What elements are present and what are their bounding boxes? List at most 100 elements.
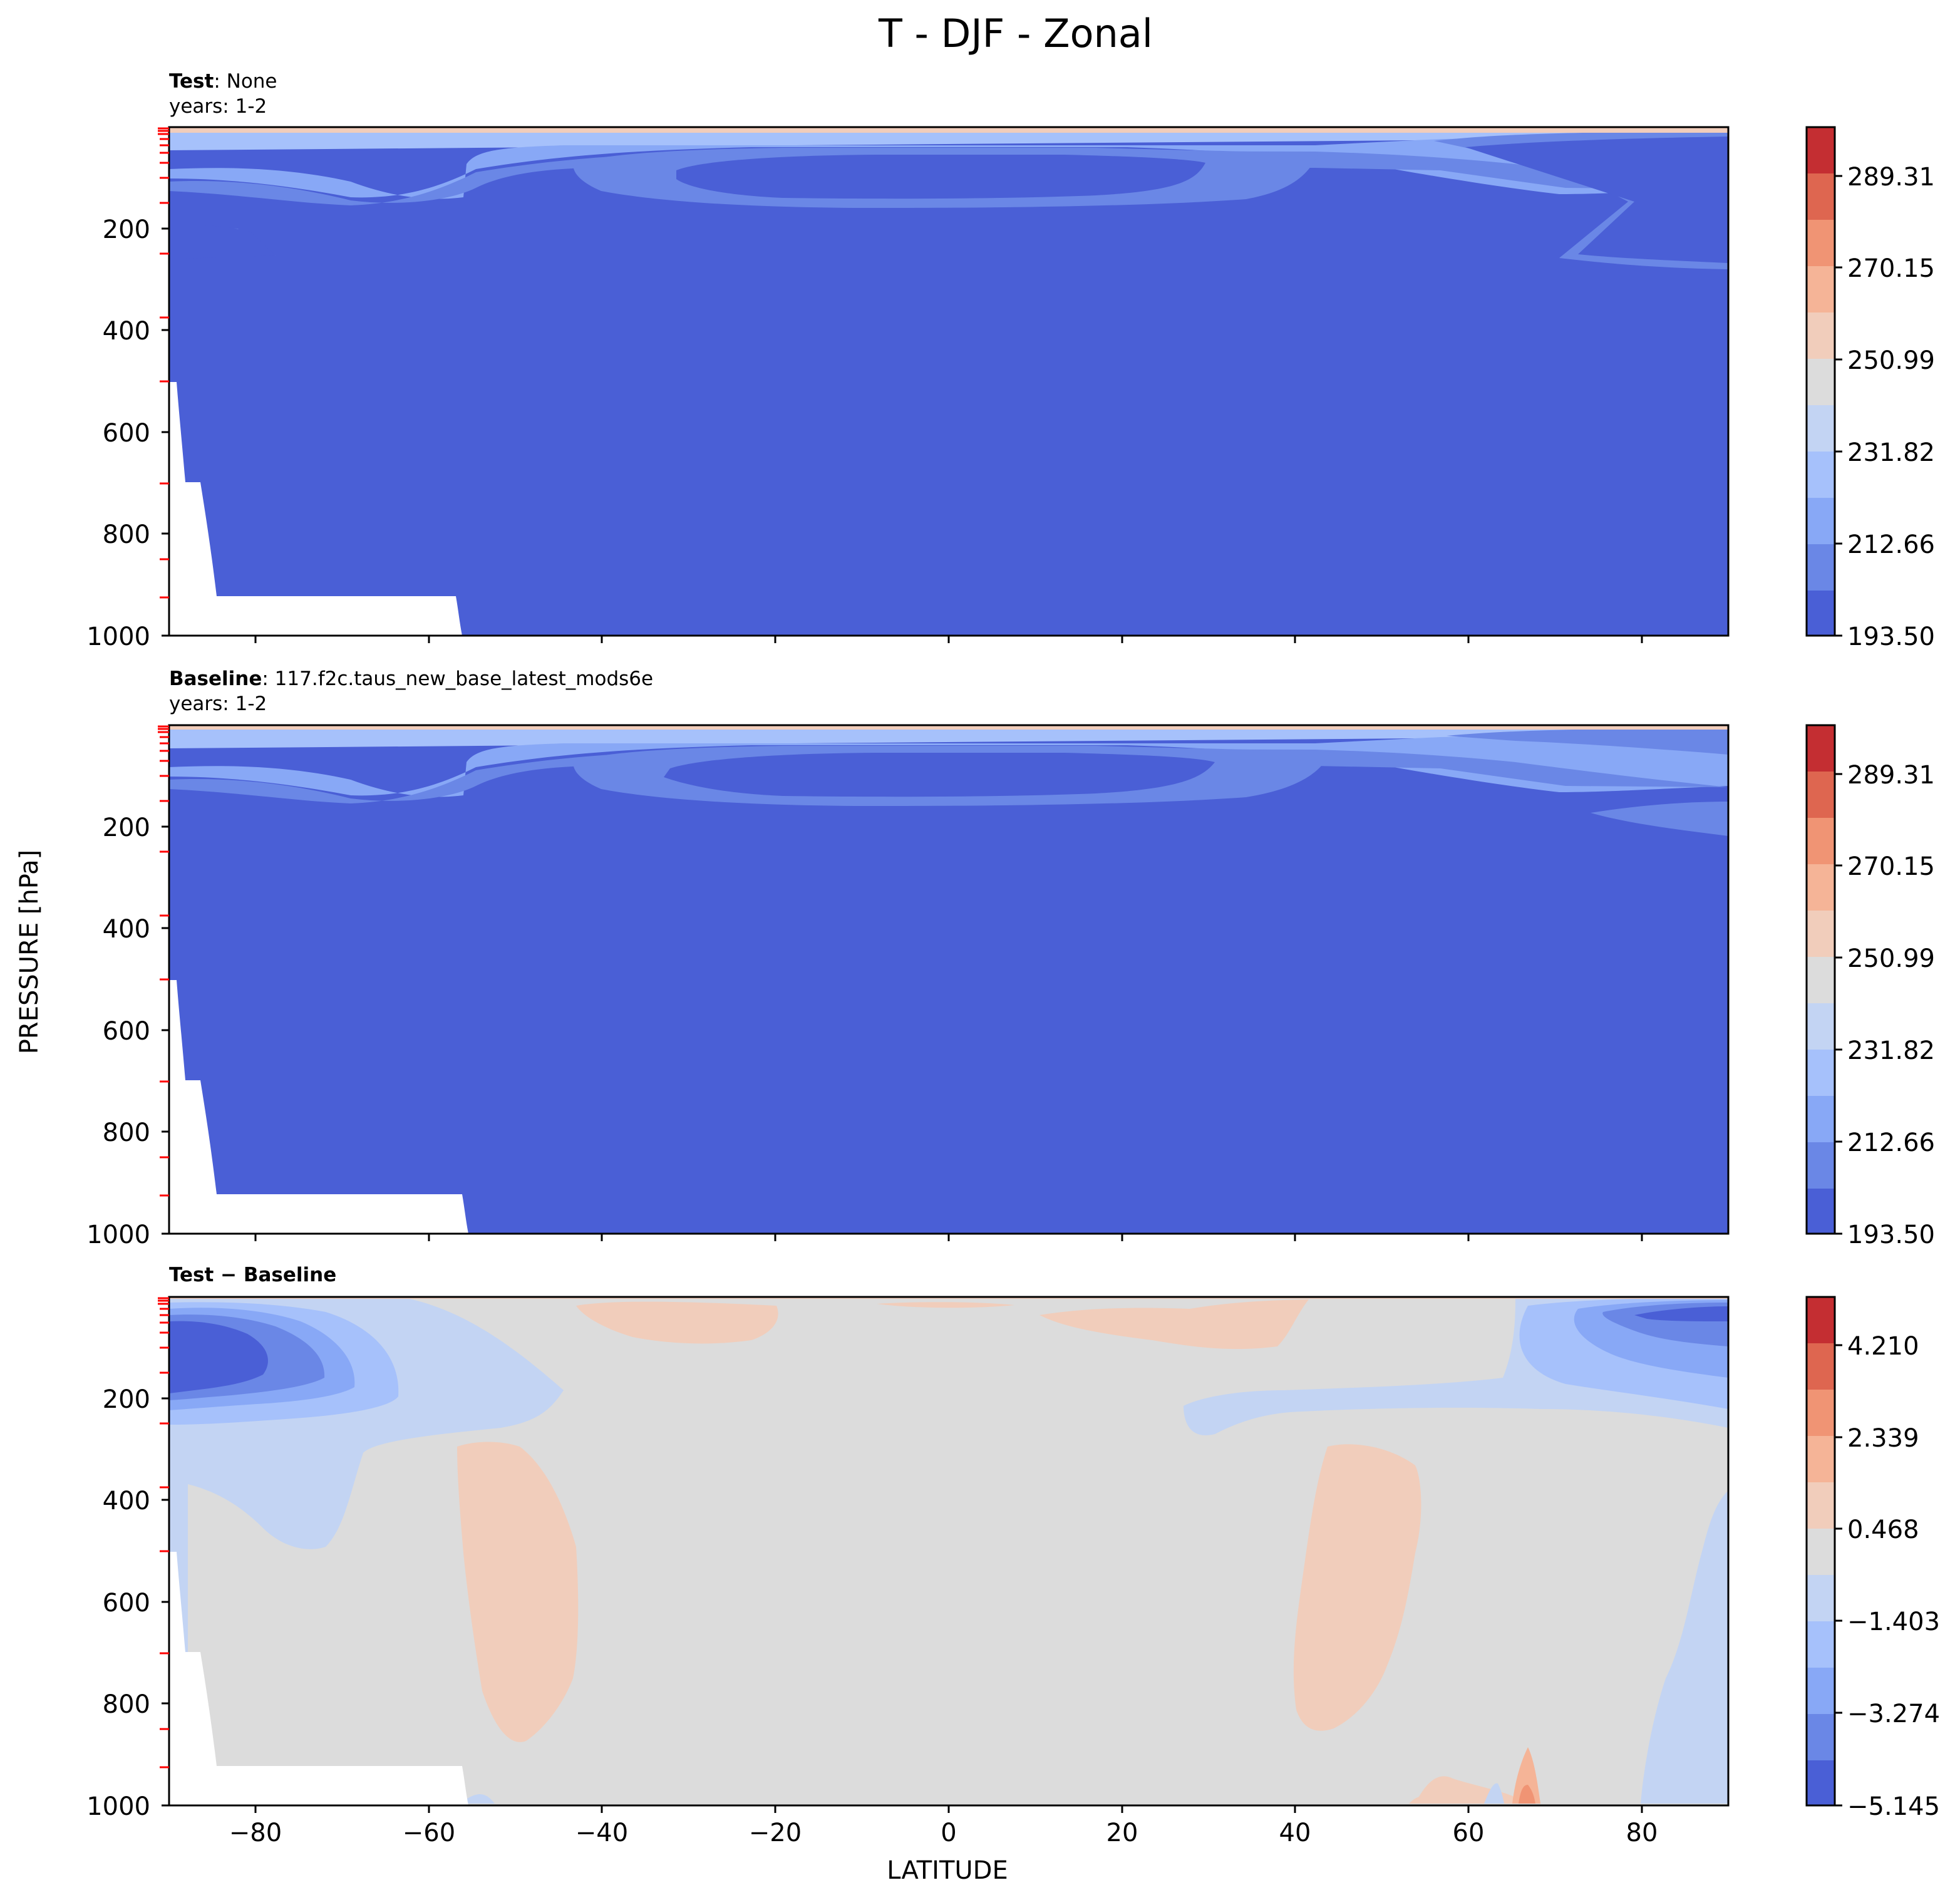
contour-band (169, 725, 1728, 730)
contour-band (169, 1321, 268, 1393)
xtick-labels: −80 −60 −40 −20 0 20 40 60 80 (229, 1819, 1658, 1847)
panel-header-rest: : None (214, 70, 277, 93)
colorbar-cell (1807, 1714, 1835, 1760)
xtick-label: 80 (1626, 1819, 1658, 1847)
colorbar-cell (1807, 1003, 1835, 1050)
xtick-label: −80 (229, 1819, 282, 1847)
contour-field (169, 127, 1728, 636)
ytick-label: 200 (103, 215, 150, 244)
colorbar-cell (1807, 452, 1835, 498)
colorbar-label: 193.50 (1847, 1221, 1935, 1249)
band-0-polar-n (1465, 137, 1728, 263)
xtick-label: 40 (1279, 1819, 1311, 1847)
contour-band (1519, 1785, 1535, 1804)
colorbar-cell (1807, 1096, 1835, 1142)
colorbar-label: 212.66 (1847, 1128, 1935, 1157)
contour-band (457, 1442, 579, 1742)
colorbar: 4.210 2.339 0.468 −1.403 −3.274 −5.145 (1805, 1296, 1940, 1821)
colorbar-label: 250.99 (1847, 944, 1935, 973)
xtick-marks (254, 1234, 1643, 1241)
contour-field (169, 1297, 1728, 1805)
panel-baseline: Baseline: 117.f2c.taus_new_base_latest_m… (86, 668, 1935, 1249)
contour-band (169, 1297, 564, 1797)
colorbar-label: −1.403 (1847, 1608, 1940, 1636)
xtick-label: 20 (1106, 1819, 1138, 1847)
contour-band (1293, 1444, 1421, 1731)
band-1-upper (169, 150, 1728, 225)
colorbar: 289.31 270.15 250.99 231.82 212.66 193.5… (1805, 724, 1935, 1249)
colorbar-label: 289.31 (1847, 163, 1935, 192)
contour-band (1039, 1299, 1309, 1350)
ytick-label: 200 (103, 813, 150, 842)
colorbar-label: 193.50 (1847, 622, 1935, 651)
ytick-label: 1000 (86, 1221, 150, 1249)
panel-header-rest: : 117.f2c.taus_new_base_latest_mods6e (262, 668, 653, 690)
colorbar-label: 231.82 (1847, 1036, 1935, 1065)
ytick-label: 600 (103, 1017, 150, 1046)
colorbar-cell (1807, 405, 1835, 452)
band-3-upper (169, 127, 1728, 150)
band-6-top (169, 127, 1728, 133)
xtick-label: −60 (403, 1819, 455, 1847)
colorbar-cell (1807, 818, 1835, 864)
colorbar-cell (1807, 1390, 1835, 1436)
band-0-jet (676, 155, 1205, 199)
contour-band (169, 725, 1728, 748)
colorbar-cell (1807, 1050, 1835, 1096)
colorbar-cell (1807, 1189, 1835, 1234)
xtick-label: 60 (1453, 1819, 1485, 1847)
band-0-low (169, 127, 1728, 636)
contour-band (1447, 728, 1728, 755)
panel-header: Test: None (169, 70, 277, 93)
panel-difference: Test − Baseline (86, 1264, 1940, 1847)
colorbar-cell (1807, 772, 1835, 818)
contour-band (1634, 1306, 1728, 1321)
panel-header-bold: Test (169, 70, 214, 93)
colorbar-cell (1807, 864, 1835, 911)
colorbar-cell (1807, 266, 1835, 312)
colorbar-cell (1807, 1529, 1835, 1575)
colorbar-cell (1807, 1760, 1835, 1805)
colorbar-cell (1807, 173, 1835, 220)
colorbar-label: 250.99 (1847, 346, 1935, 375)
colorbar-label: 270.15 (1847, 254, 1935, 283)
pressure-level-ticks (158, 127, 169, 599)
panel-test: Test: None years: 1-2 (86, 70, 1935, 651)
contour-band (1512, 1747, 1540, 1804)
colorbar-cell (1807, 591, 1835, 636)
colorbar-cell (1807, 725, 1835, 772)
colorbar-cell (1807, 498, 1835, 544)
colorbar-label: 289.31 (1847, 761, 1935, 790)
xtick-marks (254, 1805, 1643, 1813)
band-0-polar-s2 (169, 225, 276, 259)
colorbar-cell (1807, 359, 1835, 405)
colorbar: 289.31 270.15 250.99 231.82 212.66 193.5… (1805, 126, 1935, 651)
band-2-upper (169, 135, 1728, 199)
colorbar-cell (1807, 1142, 1835, 1189)
contour-band (1484, 1783, 1504, 1804)
xtick-label: −20 (749, 1819, 802, 1847)
ytick-label: 400 (103, 317, 150, 346)
x-axis-label: LATITUDE (887, 1856, 1008, 1885)
colorbar-label: −5.145 (1847, 1792, 1940, 1821)
colorbar-cell (1807, 1575, 1835, 1621)
ytick-label: 200 (103, 1385, 150, 1414)
ytick-label: 400 (103, 1487, 150, 1515)
ytick-labels: 200 400 600 800 1000 (86, 215, 169, 651)
xtick-label: 0 (941, 1819, 956, 1847)
contour-band (877, 1302, 1014, 1308)
panel-years: years: 1-2 (169, 693, 267, 715)
ytick-label: 800 (103, 1118, 150, 1147)
contour-band (1409, 1796, 1434, 1804)
contour-band (664, 753, 1215, 797)
colorbar-cell (1807, 127, 1835, 173)
colorbar-cell (1807, 957, 1835, 1003)
colorbar-label: 0.468 (1847, 1515, 1919, 1544)
contour-band (1591, 802, 1728, 836)
ytick-label: 600 (103, 1589, 150, 1618)
colorbar-label: 270.15 (1847, 852, 1935, 881)
contour-field (169, 725, 1728, 1234)
colorbar-cell (1807, 1668, 1835, 1714)
panel-years: years: 1-2 (169, 95, 267, 118)
colorbar-label: 2.339 (1847, 1424, 1919, 1453)
